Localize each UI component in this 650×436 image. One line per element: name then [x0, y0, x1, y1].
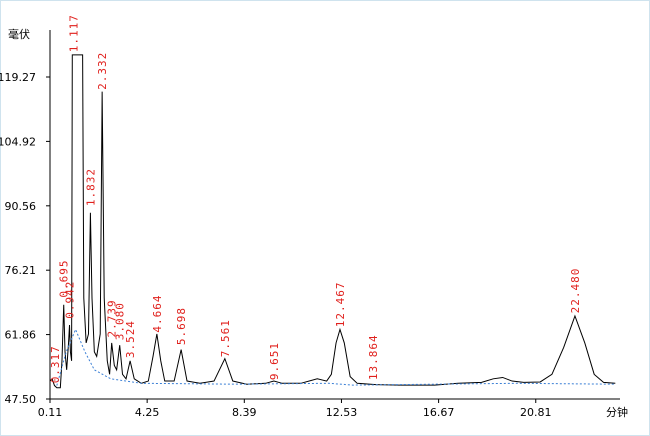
x-tick-label: 16.67 — [423, 406, 455, 419]
peak-label: 4.664 — [151, 294, 164, 332]
y-tick-label: 119.27 — [0, 71, 36, 84]
peak-label: 5.698 — [175, 307, 188, 345]
peak-label: 2.332 — [96, 52, 109, 90]
peak-label: 9.651 — [268, 342, 281, 380]
x-tick-label: 4.25 — [135, 406, 160, 419]
x-tick-label: 8.39 — [232, 406, 257, 419]
y-tick-label: 61.86 — [5, 329, 37, 342]
peak-label: 13.864 — [367, 334, 380, 380]
y-tick-label: 76.21 — [5, 264, 37, 277]
y-tick-label: 104.92 — [0, 135, 36, 148]
peak-label: 3.080 — [114, 302, 127, 340]
x-axis-label: 分钟 — [606, 405, 628, 419]
x-tick-label: 0.11 — [38, 406, 63, 419]
peak-label: 2.739 — [106, 299, 119, 337]
peak-label: 0.695 — [58, 259, 71, 297]
peak-label: 7.561 — [219, 319, 232, 357]
peak-label: 22.480 — [569, 268, 582, 314]
peak-label: 0.942 — [64, 281, 77, 319]
peak-label: 3.524 — [124, 320, 137, 358]
y-axis-label: 毫伏 — [8, 27, 30, 41]
peak-label: 0.317 — [49, 345, 62, 383]
trace-line — [49, 54, 616, 389]
peak-label: 1.832 — [84, 168, 97, 206]
x-tick-label: 12.53 — [326, 406, 358, 419]
x-tick-label: 20.81 — [520, 406, 552, 419]
peak-label: 1.117 — [68, 14, 81, 52]
trace-line — [56, 328, 616, 386]
y-tick-label: 47.50 — [5, 393, 37, 406]
peak-label: 12.467 — [334, 281, 347, 327]
y-tick-label: 90.56 — [5, 200, 37, 213]
